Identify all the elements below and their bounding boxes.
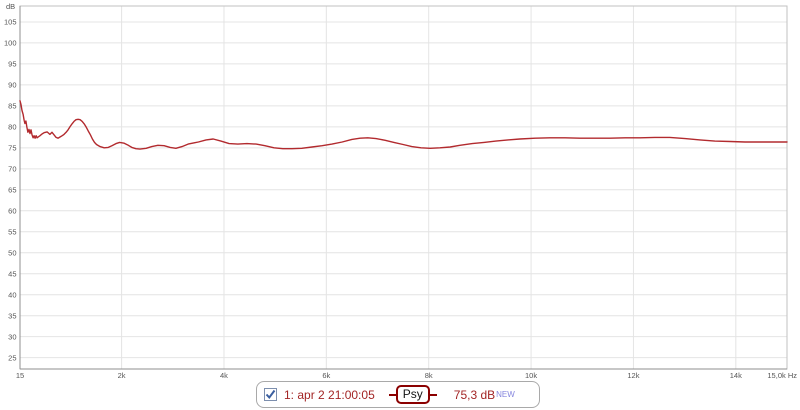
y-tick-label: 105 (4, 18, 17, 27)
y-tick-label: 65 (8, 185, 16, 194)
plot-border (19, 5, 788, 370)
y-tick-label: 60 (8, 206, 16, 215)
y-tick-label: 45 (8, 269, 16, 278)
y-tick-label: 80 (8, 122, 16, 131)
x-axis-start-label: 15 (16, 371, 24, 380)
y-tick-label: 30 (8, 332, 16, 341)
y-tick-label: 90 (8, 80, 16, 89)
x-axis-end-label: 15,0k Hz (767, 371, 797, 380)
checkmark-icon (265, 389, 276, 400)
trace-line-sample: Psy (388, 385, 437, 404)
trace-label[interactable]: 1: apr 2 21:00:05 (284, 387, 375, 402)
y-tick-label: 50 (8, 248, 16, 257)
x-tick-label: 6k (322, 371, 330, 380)
trace-level-value: 75,3 dB (453, 387, 496, 402)
trace-visible-checkbox[interactable] (264, 388, 277, 401)
x-tick-label: 8k (425, 371, 433, 380)
y-tick-label: 40 (8, 290, 16, 299)
x-tick-label: 2k (118, 371, 126, 380)
x-tick-label: 10k (525, 371, 537, 380)
x-tick-label: 12k (627, 371, 639, 380)
new-flag: NEW (496, 390, 515, 399)
y-tick-label: 95 (8, 60, 16, 69)
smoothing-badge: Psy (395, 385, 430, 404)
y-axis-unit-label: dB (6, 2, 15, 11)
trace-line-stub-left (388, 393, 396, 396)
y-tick-label: 70 (8, 164, 16, 173)
response-curve (19, 100, 788, 150)
y-tick-label: 100 (4, 39, 17, 48)
trace-line-stub-right (429, 393, 437, 396)
x-tick-label: 14k (730, 371, 742, 380)
x-tick-label: 4k (220, 371, 228, 380)
y-tick-label: 25 (8, 353, 16, 362)
legend-bar: 1: apr 2 21:00:05 Psy 75,3 dB NEW (256, 381, 540, 408)
y-tick-label: 75 (8, 143, 16, 152)
y-tick-label: 55 (8, 227, 16, 236)
y-tick-label: 35 (8, 311, 16, 320)
y-tick-label: 85 (8, 101, 16, 110)
